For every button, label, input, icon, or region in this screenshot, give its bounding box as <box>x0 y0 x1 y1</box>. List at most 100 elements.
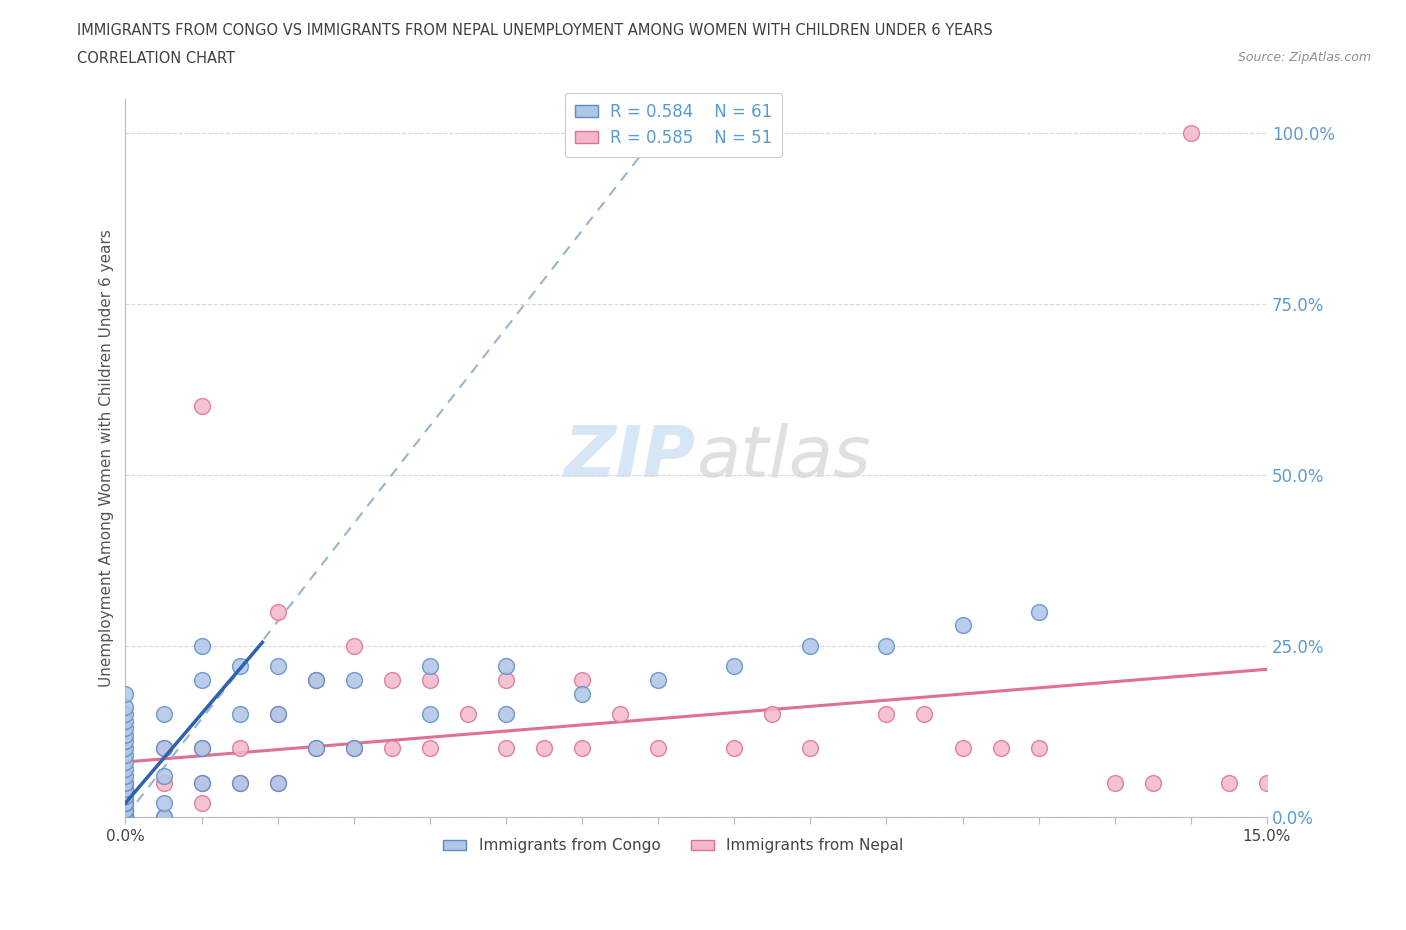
Point <box>305 672 328 687</box>
Point <box>761 707 783 722</box>
Point <box>114 762 136 777</box>
Point <box>228 658 250 673</box>
Point <box>114 809 136 824</box>
Point <box>266 604 288 619</box>
Point <box>381 672 404 687</box>
Point <box>190 638 212 653</box>
Point <box>647 672 669 687</box>
Point <box>114 700 136 715</box>
Point <box>114 809 136 824</box>
Point <box>114 809 136 824</box>
Point <box>190 741 212 756</box>
Point <box>114 775 136 790</box>
Point <box>152 775 174 790</box>
Point <box>190 741 212 756</box>
Point <box>114 768 136 783</box>
Point <box>305 672 328 687</box>
Point <box>114 809 136 824</box>
Point <box>190 399 212 414</box>
Point <box>723 741 745 756</box>
Point <box>114 789 136 804</box>
Text: CORRELATION CHART: CORRELATION CHART <box>77 51 235 66</box>
Point <box>114 789 136 804</box>
Point <box>114 795 136 810</box>
Point <box>114 782 136 797</box>
Point <box>419 658 441 673</box>
Point <box>228 707 250 722</box>
Point <box>228 775 250 790</box>
Point <box>1028 604 1050 619</box>
Point <box>114 782 136 797</box>
Point <box>875 638 897 653</box>
Point <box>875 707 897 722</box>
Point <box>266 707 288 722</box>
Point <box>571 672 593 687</box>
Text: Source: ZipAtlas.com: Source: ZipAtlas.com <box>1237 51 1371 64</box>
Point <box>381 741 404 756</box>
Point <box>1142 775 1164 790</box>
Text: ZIP: ZIP <box>564 423 696 492</box>
Point <box>114 809 136 824</box>
Point <box>114 809 136 824</box>
Point <box>114 686 136 701</box>
Point <box>114 803 136 817</box>
Point <box>495 658 517 673</box>
Point <box>609 707 631 722</box>
Point <box>571 686 593 701</box>
Point <box>1104 775 1126 790</box>
Point <box>152 707 174 722</box>
Point <box>419 707 441 722</box>
Point <box>114 721 136 736</box>
Point <box>190 775 212 790</box>
Point <box>114 809 136 824</box>
Point <box>266 707 288 722</box>
Point <box>723 658 745 673</box>
Y-axis label: Unemployment Among Women with Children Under 6 years: Unemployment Among Women with Children U… <box>100 229 114 686</box>
Point <box>152 741 174 756</box>
Point <box>114 809 136 824</box>
Point <box>114 789 136 804</box>
Point <box>114 809 136 824</box>
Point <box>152 809 174 824</box>
Point <box>114 809 136 824</box>
Point <box>114 803 136 817</box>
Point <box>343 741 366 756</box>
Point <box>343 672 366 687</box>
Point <box>1180 126 1202 140</box>
Point <box>343 741 366 756</box>
Point <box>114 795 136 810</box>
Point <box>114 707 136 722</box>
Point <box>114 809 136 824</box>
Point <box>114 754 136 769</box>
Point <box>114 809 136 824</box>
Point <box>114 713 136 728</box>
Point <box>114 809 136 824</box>
Point <box>914 707 936 722</box>
Point <box>495 707 517 722</box>
Point <box>1218 775 1240 790</box>
Point <box>990 741 1012 756</box>
Point <box>952 618 974 632</box>
Point <box>114 775 136 790</box>
Point <box>152 741 174 756</box>
Point <box>114 809 136 824</box>
Point <box>533 741 555 756</box>
Point <box>114 734 136 749</box>
Point <box>419 741 441 756</box>
Point <box>114 741 136 756</box>
Point <box>1028 741 1050 756</box>
Text: IMMIGRANTS FROM CONGO VS IMMIGRANTS FROM NEPAL UNEMPLOYMENT AMONG WOMEN WITH CHI: IMMIGRANTS FROM CONGO VS IMMIGRANTS FROM… <box>77 23 993 38</box>
Legend: Immigrants from Congo, Immigrants from Nepal: Immigrants from Congo, Immigrants from N… <box>437 832 910 859</box>
Point <box>305 741 328 756</box>
Point <box>152 809 174 824</box>
Point <box>419 672 441 687</box>
Point <box>190 672 212 687</box>
Point <box>114 748 136 763</box>
Point <box>228 741 250 756</box>
Point <box>571 741 593 756</box>
Point <box>952 741 974 756</box>
Point <box>228 775 250 790</box>
Point <box>495 741 517 756</box>
Point <box>114 803 136 817</box>
Point <box>305 741 328 756</box>
